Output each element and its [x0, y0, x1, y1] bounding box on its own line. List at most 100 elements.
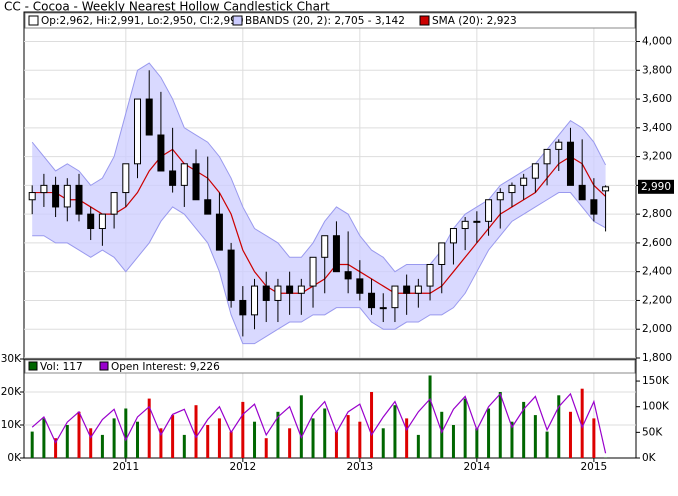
candle-body	[251, 285, 259, 316]
last-price-label: 2,990	[641, 181, 671, 193]
candle-body	[344, 271, 352, 280]
volume-bar	[89, 428, 93, 458]
volume-bar	[533, 415, 537, 458]
y2-tick-label: 150K	[642, 375, 670, 387]
candle-body	[391, 285, 399, 309]
last-price-box	[638, 179, 674, 194]
volume-bar	[65, 425, 69, 458]
volume-bar	[311, 418, 315, 458]
y-tick-label: 2,600	[642, 237, 672, 249]
y-tick-label: 3,600	[642, 93, 672, 105]
candle-body	[110, 192, 118, 215]
volume-bar	[241, 401, 245, 458]
volume-bar	[299, 395, 303, 458]
y-tick-label: 0K	[7, 452, 22, 464]
candle-body	[379, 307, 387, 310]
candle-body	[332, 235, 340, 273]
volume-bar	[510, 421, 514, 458]
volume-bar	[358, 421, 362, 458]
candle-body	[566, 141, 574, 186]
candle-body	[508, 184, 516, 194]
volume-bar	[147, 398, 151, 458]
legend-icon	[28, 361, 38, 371]
candle-body	[40, 184, 48, 194]
y-tick-label: 2,400	[642, 266, 672, 278]
x-tick-label: 2014	[463, 461, 490, 473]
volume-bar	[557, 395, 561, 458]
candle-body	[426, 263, 434, 287]
candle-body	[309, 256, 317, 287]
x-tick-label: 2011	[112, 461, 139, 473]
candle-body	[531, 163, 539, 179]
legend-text: BBANDS (20, 2): 2,705 - 3,142	[245, 15, 405, 27]
legend-icon	[28, 15, 39, 26]
y-tick-label: 2,800	[642, 208, 672, 220]
candle-body	[239, 299, 247, 316]
y-tick-label: 20K	[1, 386, 22, 398]
legend-text: Vol: 117	[40, 361, 83, 373]
volume-bar	[346, 415, 350, 458]
candle-body	[274, 285, 282, 301]
volume-bar	[428, 375, 432, 458]
legend-icon	[419, 15, 430, 26]
volume-bar	[440, 411, 444, 458]
volume-bar	[124, 408, 128, 458]
volume-bar	[77, 411, 81, 458]
legend-text: Op:2,962, Hi:2,991, Lo:2,950, Cl:2,990	[41, 15, 244, 27]
candle-body	[28, 192, 36, 201]
legend-box	[24, 12, 636, 29]
volume-bar	[264, 438, 268, 458]
legend-box	[24, 359, 636, 374]
candle-body	[543, 148, 551, 165]
candle-body	[215, 213, 223, 251]
candle-body	[52, 184, 60, 208]
volume-bar	[416, 434, 420, 458]
volume-bar	[475, 428, 479, 458]
y-tick-label: 2,000	[642, 323, 672, 335]
candle-body	[157, 134, 165, 172]
candle-body	[555, 141, 563, 150]
candle-body	[368, 292, 376, 309]
volume-bar	[405, 418, 409, 458]
volume-bar	[30, 431, 34, 458]
candle-body	[414, 285, 422, 294]
volume-bar	[393, 405, 397, 458]
sma-line	[32, 148, 606, 294]
candle-body	[356, 278, 364, 294]
candle-body	[145, 98, 153, 136]
candle-body	[75, 184, 83, 215]
candle-body	[122, 163, 130, 194]
y-tick-label: 2,200	[642, 294, 672, 306]
x-tick-label: 2015	[581, 461, 608, 473]
y2-tick-label: 100K	[642, 401, 670, 413]
volume-panel	[23, 358, 637, 459]
candle-body	[98, 213, 106, 230]
candle-body	[590, 199, 598, 215]
candle-body	[321, 235, 329, 258]
y-tick-label: 30K	[1, 353, 22, 365]
volume-bar	[370, 392, 374, 458]
volume-bar	[229, 431, 233, 458]
volume-bar	[42, 418, 46, 458]
y-tick-label: 3,400	[642, 122, 672, 134]
chart-title: CC - Cocoa - Weekly Nearest Hollow Candl…	[4, 0, 330, 14]
bbands-area	[32, 63, 606, 344]
open-interest-line	[31, 392, 607, 454]
candle-body	[438, 242, 446, 265]
volume-bar	[498, 392, 502, 458]
volume-bar	[381, 428, 385, 458]
candle-body	[227, 249, 235, 301]
candle-body	[192, 163, 200, 201]
volume-bar	[323, 408, 327, 458]
candle-body	[520, 177, 528, 186]
candle-body	[262, 285, 270, 301]
bbands-upper	[31, 62, 607, 273]
volume-bar	[288, 428, 292, 458]
volume-bar	[451, 425, 455, 458]
volume-bar	[182, 434, 186, 458]
candle-body	[403, 285, 411, 294]
volume-bar	[334, 431, 338, 458]
volume-bar	[54, 438, 58, 458]
candle-body	[87, 213, 95, 230]
